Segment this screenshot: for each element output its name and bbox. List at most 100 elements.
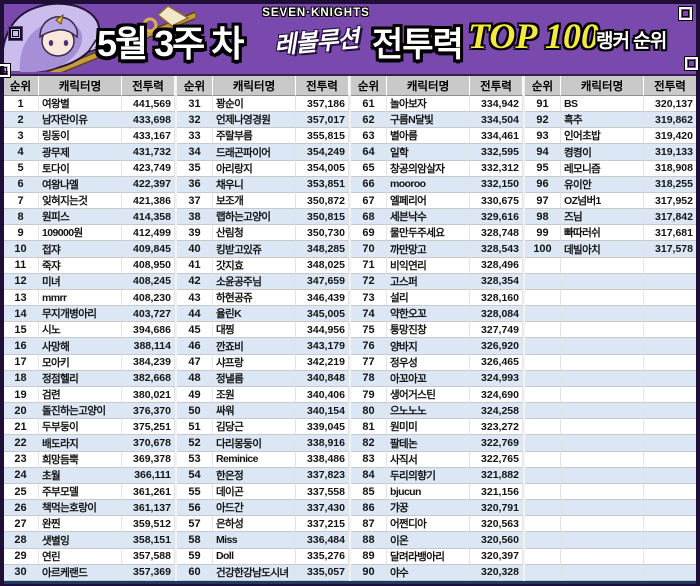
name-cell: OZ넘버1	[561, 192, 644, 210]
name-cell: 켱켱이	[561, 144, 644, 161]
name-cell	[561, 516, 644, 533]
name-cell: 까만망고	[387, 241, 470, 258]
rank-cell: 42	[177, 273, 213, 290]
power-cell: 324,258	[470, 403, 523, 420]
column-header: 캐릭터명	[39, 76, 122, 96]
power-cell: 380,021	[122, 386, 175, 404]
rank-cell: 55	[177, 483, 213, 501]
power-cell: 324,690	[470, 386, 523, 404]
rank-cell: 56	[177, 500, 213, 517]
corner-ornament-icon	[678, 6, 693, 21]
rank-cell: 57	[177, 516, 213, 533]
power-cell: 408,950	[122, 257, 175, 274]
rank-cell: 98	[525, 209, 561, 226]
rank-cell: 65	[351, 160, 387, 177]
rank-cell: 76	[351, 338, 387, 355]
power-cell: 319,133	[644, 144, 697, 161]
name-cell: 하현공쥬	[213, 289, 296, 307]
name-cell: 아꼬아꼬	[387, 370, 470, 387]
name-cell: 일학	[387, 144, 470, 161]
power-cell: 346,439	[296, 289, 349, 307]
rank-cell	[525, 306, 561, 323]
power-cell: 408,230	[122, 289, 175, 307]
name-cell: 창공의암살자	[387, 160, 470, 177]
power-cell: 318,908	[644, 160, 697, 177]
name-cell: 원피스	[39, 209, 122, 226]
name-cell: 꽝순이	[213, 96, 296, 113]
name-cell: 원미미	[387, 419, 470, 436]
name-cell	[561, 564, 644, 581]
power-cell: 358,151	[122, 532, 175, 549]
rank-cell	[525, 467, 561, 484]
name-cell: 토다이	[39, 160, 122, 177]
name-cell: 데빌아치	[561, 241, 644, 258]
rank-cell: 52	[177, 435, 213, 452]
rank-cell: 50	[177, 403, 213, 420]
name-cell: 은하성	[213, 516, 296, 533]
name-cell: 약한오꼬	[387, 306, 470, 323]
rank-cell: 79	[351, 386, 387, 404]
name-cell: 드래곤파이어	[213, 144, 296, 161]
rank-cell	[525, 354, 561, 371]
rank-cell: 92	[525, 112, 561, 129]
name-cell: 아리랑지	[213, 160, 296, 177]
power-cell: 375,251	[122, 419, 175, 436]
rank-cell	[525, 386, 561, 404]
power-cell	[644, 419, 697, 436]
rank-cell: 77	[351, 354, 387, 371]
power-cell: 320,328	[470, 564, 523, 581]
power-cell: 382,668	[122, 370, 175, 387]
column-header: 순위	[351, 76, 387, 96]
power-cell: 320,791	[470, 500, 523, 517]
name-cell: 싸워	[213, 403, 296, 420]
name-cell: Doll	[213, 548, 296, 565]
rank-cell: 43	[177, 289, 213, 307]
power-cell: 354,005	[296, 160, 349, 177]
rank-cell: 3	[3, 128, 39, 145]
ranking-table: 순위 캐릭터명 전투력 1 여왕별 441,569 2 남자란이유 433,698 3 링동이 433…	[3, 74, 697, 584]
power-cell	[644, 564, 697, 581]
name-cell: mooroo	[387, 176, 470, 193]
rank-cell: 20	[3, 403, 39, 420]
power-cell	[644, 483, 697, 501]
rank-cell: 32	[177, 112, 213, 129]
name-cell	[561, 467, 644, 484]
name-cell: 빠따러쉬	[561, 225, 644, 242]
rank-group-1: 순위 캐릭터명 전투력 1 여왕별 441,569 2 남자란이유 433,698 3 링동이 433…	[3, 76, 175, 581]
rank-cell: 10	[3, 241, 39, 258]
name-cell: 접쟈	[39, 241, 122, 258]
rank-cell: 51	[177, 419, 213, 436]
rank-cell: 4	[3, 144, 39, 161]
power-cell: 441,569	[122, 96, 175, 113]
name-cell: 무지개병아리	[39, 306, 122, 323]
power-cell: 340,848	[296, 370, 349, 387]
name-cell: 돌진하는고양이	[39, 403, 122, 420]
power-cell: 321,882	[470, 467, 523, 484]
name-cell: 죽쟈	[39, 257, 122, 274]
name-cell: 정낼름	[213, 370, 296, 387]
rank-cell: 74	[351, 306, 387, 323]
power-cell: 328,084	[470, 306, 523, 323]
rank-cell	[525, 273, 561, 290]
column-header: 전투력	[122, 76, 175, 96]
rank-cell: 15	[3, 322, 39, 339]
name-cell: 흑추	[561, 112, 644, 129]
name-cell: 구름N달빛	[387, 112, 470, 129]
rank-cell	[525, 548, 561, 565]
rank-cell: 100	[525, 241, 561, 258]
power-cell	[644, 289, 697, 307]
name-cell: Reminice	[213, 451, 296, 468]
name-cell: 정점헬리	[39, 370, 122, 387]
name-cell: 조원	[213, 386, 296, 404]
name-cell: 언제나영경원	[213, 112, 296, 129]
rank-cell: 19	[3, 386, 39, 404]
power-cell: 320,563	[470, 516, 523, 533]
power-cell	[644, 257, 697, 274]
name-cell: 샛별잉	[39, 532, 122, 549]
power-cell: 354,249	[296, 144, 349, 161]
name-cell: 아드간	[213, 500, 296, 517]
power-cell: 433,698	[122, 112, 175, 129]
power-cell: 328,543	[470, 241, 523, 258]
power-cell: 317,681	[644, 225, 697, 242]
name-cell: 퉁망진창	[387, 322, 470, 339]
